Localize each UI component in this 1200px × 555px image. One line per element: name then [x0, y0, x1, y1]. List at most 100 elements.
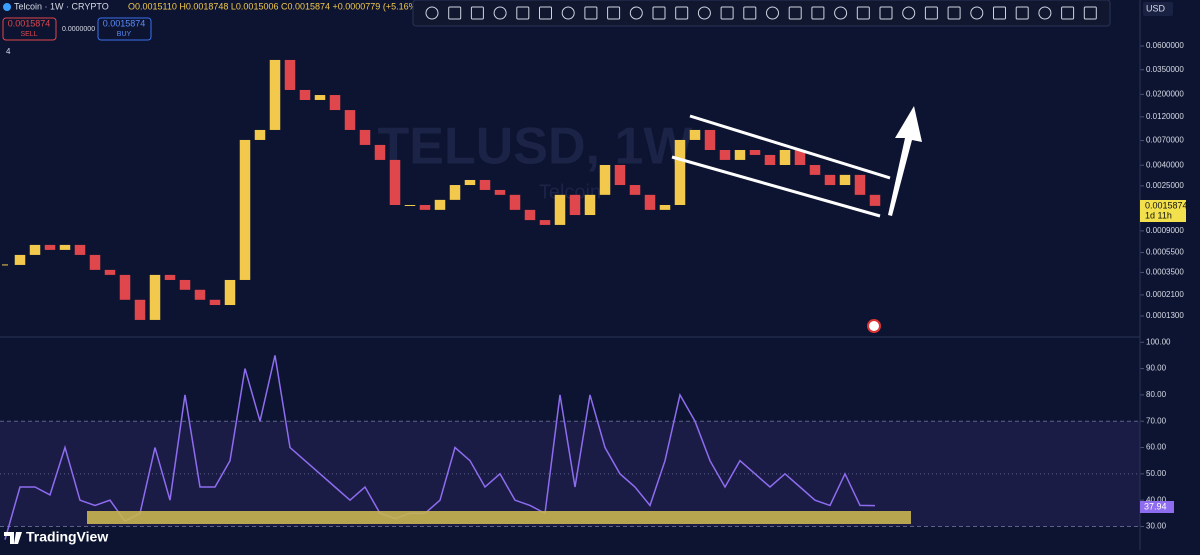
candle	[224, 279, 236, 306]
tool-icon[interactable]	[993, 6, 1006, 20]
indicator-count[interactable]: 4	[6, 47, 11, 56]
candle	[794, 150, 806, 165]
y-tick-label: 0.0003500	[1146, 268, 1184, 277]
buy-button[interactable]	[97, 17, 152, 41]
y-tick-label: 0.0120000	[1146, 112, 1184, 121]
tool-icon[interactable]	[924, 6, 938, 20]
sell-button[interactable]	[2, 17, 57, 41]
candle	[689, 129, 701, 140]
candle	[614, 164, 626, 186]
candle	[749, 150, 761, 155]
tool-icon[interactable]	[1015, 6, 1029, 20]
candle	[314, 95, 326, 100]
highlight-zone	[87, 511, 911, 524]
y-tick-label: 0.0005500	[1146, 248, 1184, 257]
y-tick-label: 100.00	[1146, 337, 1171, 346]
candle	[119, 274, 131, 300]
tool-icon[interactable]	[493, 6, 507, 20]
tool-icon[interactable]	[811, 6, 825, 20]
tool-icon[interactable]	[697, 6, 711, 20]
tool-icon[interactable]	[743, 6, 757, 20]
header-bg	[0, 0, 410, 14]
tool-icon[interactable]	[788, 6, 802, 20]
tool-icon[interactable]	[516, 6, 530, 20]
candle	[269, 59, 281, 130]
candle	[179, 279, 191, 290]
tool-icon[interactable]	[902, 6, 916, 20]
tool-icon[interactable]	[584, 6, 598, 20]
panes: 0.0600000 0.0350000 0.0200000 0.0120000 0.00…	[0, 41, 1184, 540]
tool-icon[interactable]	[879, 6, 893, 20]
y-tick-label: 0.0070000	[1146, 136, 1184, 145]
symbol-icon	[3, 3, 11, 11]
candle	[284, 59, 296, 90]
candle	[194, 289, 206, 300]
y-tick-label: 90.00	[1146, 364, 1167, 373]
candle	[149, 274, 161, 320]
candle	[419, 204, 431, 210]
tool-icon[interactable]	[652, 6, 666, 20]
candle	[389, 159, 401, 205]
candle	[164, 274, 176, 280]
candle	[524, 209, 536, 221]
brand-logo	[4, 532, 22, 544]
tool-icon[interactable]	[629, 6, 643, 20]
currency-box[interactable]	[1143, 2, 1173, 16]
candle	[584, 194, 596, 216]
candle	[809, 164, 821, 175]
candle	[704, 129, 716, 151]
tool-icon[interactable]	[675, 6, 689, 20]
tool-icon[interactable]	[970, 6, 984, 20]
tool-icon[interactable]	[561, 6, 575, 20]
candle	[464, 179, 476, 186]
candle	[89, 254, 101, 270]
tool-icon[interactable]	[856, 6, 870, 20]
tool-icon[interactable]	[470, 6, 484, 20]
tool-icon[interactable]	[1061, 6, 1075, 20]
watermark: TELUSD, 1W	[378, 118, 694, 176]
tool-icon[interactable]	[947, 6, 961, 20]
y-tick-label: 0.0200000	[1146, 89, 1184, 98]
rsi-last: 37.94	[1144, 501, 1167, 511]
rsi-last-box	[1140, 501, 1174, 513]
candle	[479, 179, 491, 190]
spread: 0.0000000	[62, 26, 95, 33]
channel-top	[689, 114, 891, 180]
tool-icon[interactable]	[425, 6, 439, 20]
candle	[404, 204, 416, 206]
candle	[449, 185, 461, 200]
candle	[329, 95, 341, 111]
candle	[599, 164, 611, 195]
tool-icon[interactable]	[607, 6, 621, 20]
sell-label: SELL	[20, 31, 37, 38]
candle	[824, 174, 836, 186]
tool-icon[interactable]	[834, 6, 848, 20]
tool-icon[interactable]	[1038, 6, 1052, 20]
rsi-line	[4, 355, 876, 540]
tool-icon[interactable]	[720, 6, 734, 20]
candle	[14, 254, 26, 265]
tool-icon[interactable]	[1083, 6, 1097, 20]
candle	[344, 110, 356, 130]
tool-icon[interactable]	[539, 6, 552, 20]
candle	[839, 174, 851, 186]
candle	[29, 244, 41, 255]
ohlc: O0.0015110 H0.0018748 L0.0015006 C0.0015…	[128, 1, 420, 11]
tool-icon[interactable]	[766, 6, 779, 20]
candle	[539, 220, 551, 225]
countdown: 1d 11h	[1145, 210, 1172, 220]
candle	[59, 244, 71, 250]
tool-icon[interactable]	[448, 6, 462, 20]
candle	[629, 185, 641, 195]
y-tick-label: 50.00	[1146, 469, 1167, 478]
y-tick-label: 0.0009000	[1146, 226, 1184, 235]
channel-bottom	[671, 155, 881, 218]
y-tick-label: 60.00	[1146, 443, 1167, 452]
candle	[434, 199, 446, 210]
candle	[779, 150, 791, 165]
toolbar-icons	[425, 6, 1097, 20]
y-tick-label: 0.0600000	[1146, 41, 1184, 50]
